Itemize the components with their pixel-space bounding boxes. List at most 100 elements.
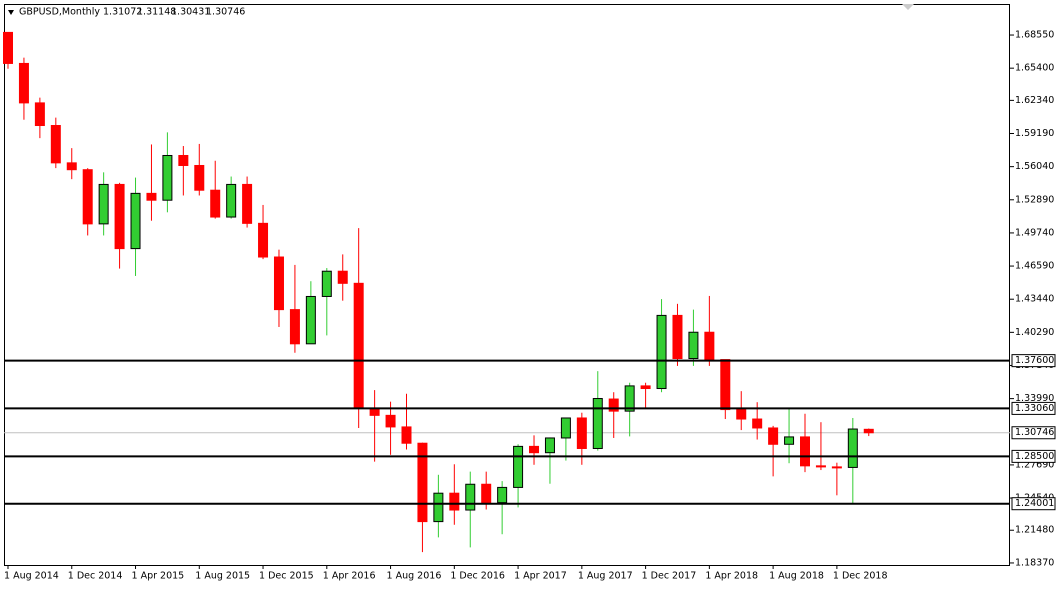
candle-body [576,417,587,449]
candle-body [305,295,316,345]
x-tick-label: 1 Aug 2018 [769,571,824,582]
y-tick-label: 1.43440 [1015,294,1054,305]
candle-body [784,436,795,445]
candle-body [529,445,540,454]
candle-body [640,385,651,390]
candle-body [194,164,205,191]
level-label: 1.37600 [1015,355,1054,366]
level-label: 1.28500 [1015,451,1054,462]
candle-body [401,426,412,444]
candle-body [592,398,603,449]
x-tick-label: 1 Apr 2018 [705,571,758,582]
y-tick-label: 1.27690 [1015,459,1054,470]
candle-body [3,31,13,64]
level-label-box [1011,401,1056,415]
candle-body [385,414,396,428]
candle-body [513,445,524,488]
level-label: 1.33060 [1015,403,1054,414]
candle-body [656,314,667,390]
candle-body [624,385,635,412]
x-tick-label: 1 Apr 2017 [514,571,567,582]
x-tick-label: 1 Dec 2015 [259,571,314,582]
menu-arrow[interactable] [8,10,14,15]
candle-body [481,483,492,504]
y-tick-label: 1.18370 [1015,557,1054,568]
candle-body [815,465,826,468]
symbol: GBPUSD,Monthly [19,7,100,18]
candle-body [800,436,810,467]
y-tick-label: 1.49740 [1015,227,1054,238]
x-tick-label: 1 Aug 2015 [195,571,250,582]
candle-body [688,331,699,360]
candle-body [736,409,747,420]
candle-body [497,486,508,504]
candle-body [433,492,444,523]
y-tick-label: 1.40290 [1015,327,1054,338]
candle-body [847,428,858,468]
y-tick-label: 1.52890 [1015,194,1054,205]
candle-body [273,256,284,311]
x-tick-label: 1 Aug 2017 [578,571,633,582]
candle-body [98,183,109,225]
y-tick-label: 1.68550 [1015,30,1054,41]
candle-body [768,427,779,445]
candle-body [130,192,141,250]
y-tick-label: 1.56040 [1015,161,1054,172]
candle-body [831,466,842,469]
candle-body [608,398,619,412]
candle-body [178,154,189,166]
candle-body [560,417,571,439]
x-tick-label: 1 Dec 2017 [642,571,697,582]
candle-body [465,483,476,511]
candle-body [704,331,715,361]
candle-body [353,282,364,409]
ohlc-open: 1.31072 [103,7,142,18]
candle-body [672,314,683,360]
level-label-box [1011,449,1056,463]
x-tick-label: 1 Aug 2016 [387,571,442,582]
x-tick-label: 1 Dec 2016 [450,571,505,582]
y-tick-label: 1.46590 [1015,261,1054,272]
plot-frame [4,4,1010,566]
x-tick-label: 1 Apr 2015 [132,571,185,582]
y-tick-label: 1.21480 [1015,525,1054,536]
ohlc-close: 1.30746 [206,7,245,18]
candle-body [162,154,173,201]
x-tick-label: 1 Dec 2014 [68,571,123,582]
candle-body [34,102,45,127]
candle-body [449,492,460,511]
candle-body [210,189,221,218]
current-price-box [1011,426,1056,440]
candle-body [114,183,125,250]
candle-body [863,428,874,434]
y-tick-label: 1.65400 [1015,63,1054,74]
candle-body [337,270,348,284]
level-label: 1.24001 [1015,498,1054,509]
candle-body [720,359,731,411]
candle-body [417,442,428,523]
y-tick-label: 1.33990 [1015,393,1054,404]
candle-body [50,125,61,164]
candle-body [146,192,157,201]
candle-body [544,437,555,454]
y-tick-label: 1.59190 [1015,128,1054,139]
current-price-label: 1.30746 [1015,427,1054,438]
candle-body [289,309,300,345]
candle-body [18,62,29,104]
candle-body [226,183,237,218]
candle-body [66,162,77,171]
ohlc-low: 1.30431 [171,7,210,18]
x-tick-label: 1 Dec 2018 [833,571,888,582]
level-label-box [1011,497,1056,511]
x-tick-label: 1 Apr 2016 [323,571,376,582]
shift-marker [902,4,914,10]
ohlc-high: 1.31148 [137,7,176,18]
candle-body [321,270,332,297]
level-label-box [1011,354,1056,368]
y-tick-label: 1.62340 [1015,95,1054,106]
candle-body [82,169,93,225]
candle-body [258,222,269,258]
candle-body [242,183,253,224]
x-tick-label: 1 Aug 2014 [4,571,59,582]
